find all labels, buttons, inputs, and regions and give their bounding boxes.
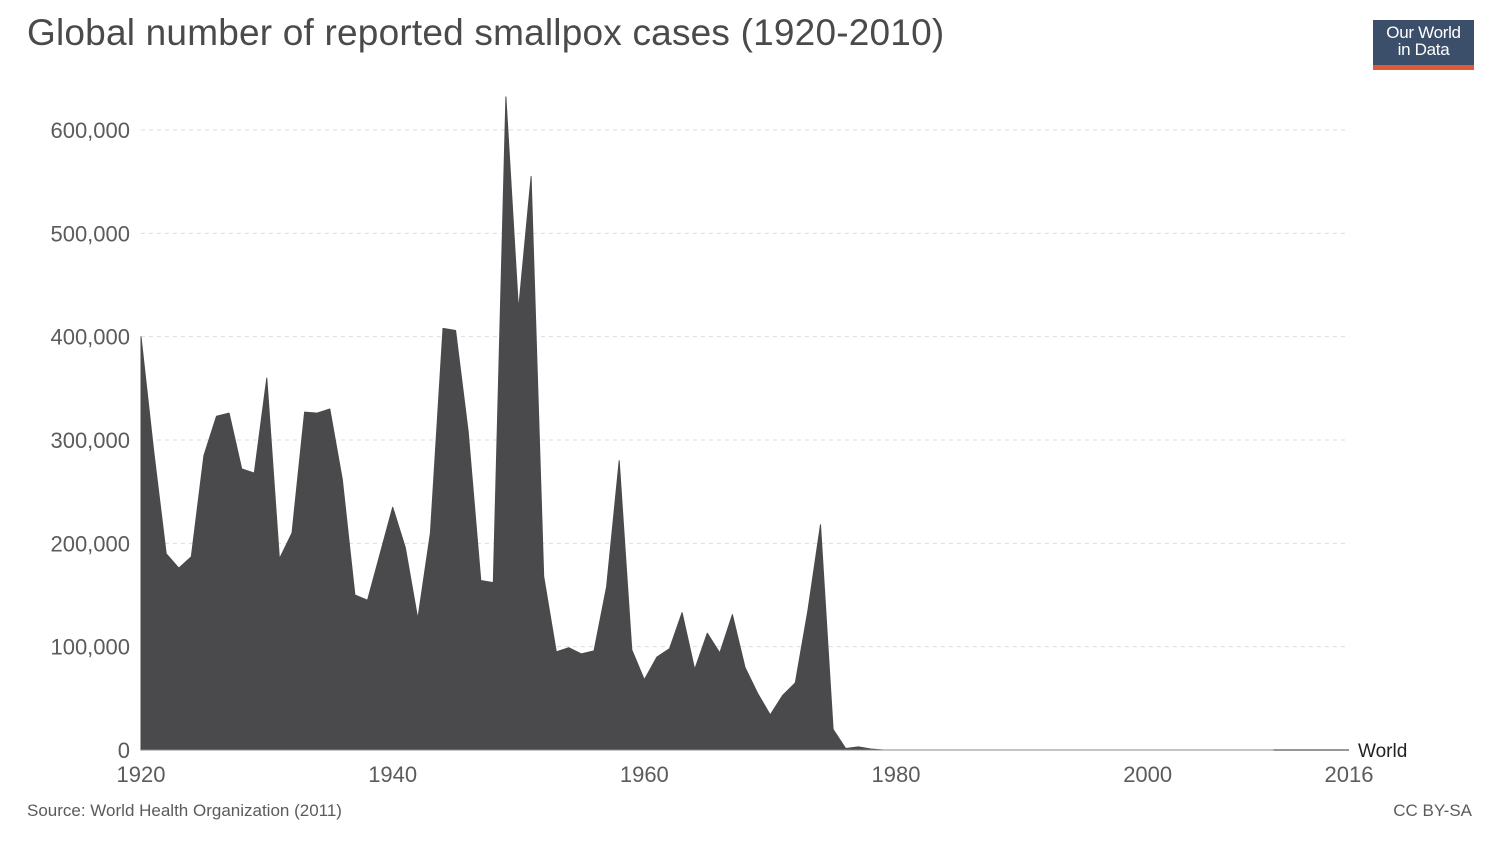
x-tick-label: 2000: [1123, 762, 1172, 787]
series-label-world: World: [1358, 741, 1407, 762]
x-tick-label: 1920: [117, 762, 166, 787]
source-note: Source: World Health Organization (2011): [27, 801, 342, 820]
license-note[interactable]: CC BY-SA: [1393, 801, 1472, 820]
chart-title: Global number of reported smallpox cases…: [27, 12, 945, 53]
x-tick-label: 1980: [872, 762, 921, 787]
y-tick-label: 0: [118, 738, 130, 763]
y-tick-label: 600,000: [50, 118, 130, 143]
x-tick-label: 2016: [1325, 762, 1374, 787]
x-tick-label: 1960: [620, 762, 669, 787]
owid-logo[interactable]: Our World in Data: [1373, 20, 1474, 70]
y-tick-label: 100,000: [50, 635, 130, 660]
x-tick-label: 1940: [368, 762, 417, 787]
logo-line-1: Our World: [1386, 23, 1461, 42]
series-area-world[interactable]: [140, 96, 1274, 751]
axes: 0 100,000 200,000 300,000 400,000 500,000 600,…: [50, 118, 1407, 787]
y-tick-label: 300,000: [50, 428, 130, 453]
logo-accent-bar: [1373, 65, 1474, 70]
y-tick-label: 500,000: [50, 221, 130, 246]
y-tick-label: 200,000: [50, 531, 130, 556]
series-area: [140, 96, 1349, 751]
y-tick-label: 400,000: [50, 325, 130, 350]
logo-line-2: in Data: [1397, 40, 1450, 59]
